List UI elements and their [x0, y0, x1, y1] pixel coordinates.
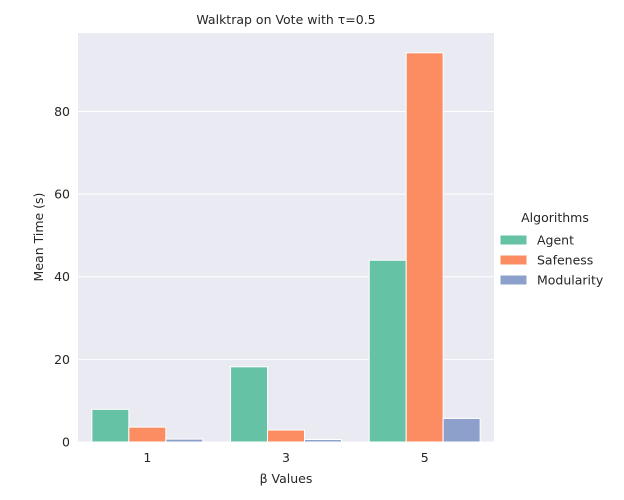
- y-tick-label: 0: [62, 435, 70, 450]
- legend-swatch-safeness: [499, 254, 528, 266]
- y-axis-label: Mean Time (s): [31, 193, 46, 282]
- legend-title: Algorithms: [521, 210, 589, 225]
- bar-agent-5: [368, 259, 407, 443]
- bar-safeness-5: [405, 52, 444, 443]
- legend-swatch-agent: [499, 234, 528, 246]
- bar-modularity-3: [303, 439, 342, 443]
- y-axis-ticks: 0 20 40 60 80: [54, 104, 70, 450]
- bar-modularity-5: [442, 417, 481, 443]
- bar-safeness-3: [267, 429, 305, 443]
- bars: [91, 52, 481, 443]
- bar-agent-1: [91, 408, 130, 443]
- x-tick-label: 1: [143, 450, 151, 465]
- y-tick-label: 40: [54, 269, 70, 284]
- y-tick-label: 60: [54, 187, 70, 202]
- x-tick-label: 3: [282, 450, 290, 465]
- bar-safeness-1: [128, 426, 167, 443]
- legend-label-safeness: Safeness: [537, 253, 593, 268]
- legend-label-modularity: Modularity: [537, 273, 604, 288]
- chart-title: Walktrap on Vote with τ=0.5: [196, 12, 375, 27]
- legend: Algorithms Agent Safeness Modularity: [499, 210, 604, 288]
- y-tick-label: 80: [54, 104, 70, 119]
- bar-modularity-1: [165, 438, 204, 443]
- x-tick-label: 5: [421, 450, 429, 465]
- legend-label-agent: Agent: [537, 233, 574, 248]
- x-axis-label: β Values: [260, 471, 313, 486]
- x-axis-ticks: 1 3 5: [143, 450, 428, 465]
- bar-agent-3: [230, 366, 269, 443]
- legend-swatch-modularity: [499, 274, 528, 286]
- y-tick-label: 20: [54, 352, 70, 367]
